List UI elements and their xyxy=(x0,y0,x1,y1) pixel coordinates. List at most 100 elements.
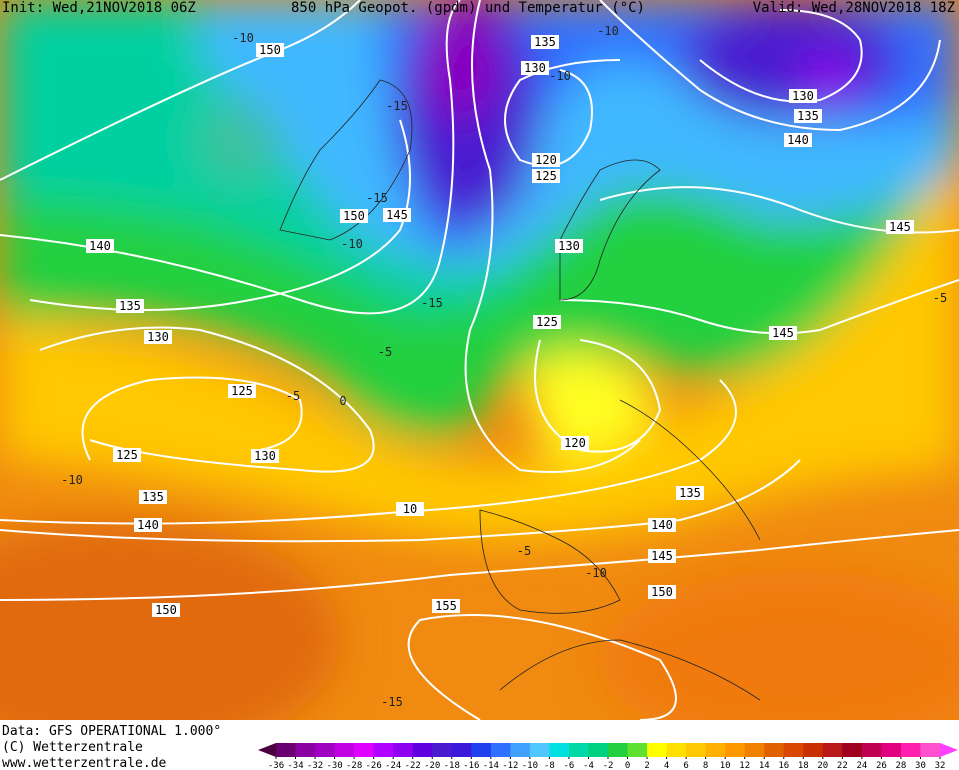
label-box xyxy=(769,326,797,340)
scale-tick-label: 22 xyxy=(837,761,848,770)
geopotential-label: 130 xyxy=(524,61,546,75)
geopotential-label: 135 xyxy=(119,299,141,313)
temperature-label: 0 xyxy=(339,394,346,408)
scale-bin xyxy=(686,743,707,757)
map-title: 850 hPa Geopot. (gpdm) und Temperatur (°… xyxy=(291,0,645,16)
scale-bin xyxy=(647,743,668,757)
scale-bin xyxy=(900,743,921,757)
scale-bin xyxy=(295,743,316,757)
label-box xyxy=(251,449,279,463)
label-box xyxy=(531,35,559,49)
geopotential-label: 10 xyxy=(403,502,417,516)
scale-tick-label: 6 xyxy=(683,761,688,770)
scale-tick-label: 2 xyxy=(644,761,649,770)
geopotential-label: 130 xyxy=(558,239,580,253)
label-box xyxy=(228,384,256,398)
copyright: (C) Wetterzentrale xyxy=(2,740,143,755)
label-box xyxy=(134,518,162,532)
geopotential-label: 125 xyxy=(536,315,558,329)
scale-tick-label: 32 xyxy=(935,761,946,770)
temperature-label: -5 xyxy=(286,389,300,403)
scale-bin xyxy=(861,743,882,757)
label-box xyxy=(532,169,560,183)
scale-tick-label: -10 xyxy=(522,761,538,770)
label-box xyxy=(152,603,180,617)
temperature-label: -15 xyxy=(386,99,408,113)
temperature-label: -10 xyxy=(585,566,607,580)
scale-tick-label: 14 xyxy=(759,761,770,770)
scale-arrow-low xyxy=(258,743,276,757)
geopotential-label: 120 xyxy=(564,436,586,450)
scale-tick-label: 28 xyxy=(896,761,907,770)
geopotential-label: 130 xyxy=(792,89,814,103)
scale-tick-label: 20 xyxy=(817,761,828,770)
temperature-label: -15 xyxy=(421,296,443,310)
scale-bin xyxy=(373,743,394,757)
scale-tick-label: -30 xyxy=(326,761,342,770)
scale-tick-label: -22 xyxy=(405,761,421,770)
geopotential-label: 125 xyxy=(535,169,557,183)
geopotential-label: 135 xyxy=(534,35,556,49)
label-box xyxy=(340,209,368,223)
label-box xyxy=(886,220,914,234)
scale-arrow-high xyxy=(940,743,958,757)
scale-tick-label: -12 xyxy=(502,761,518,770)
scale-bin xyxy=(315,743,336,757)
scale-tick-label: -14 xyxy=(483,761,499,770)
scale-bin xyxy=(666,743,687,757)
scale-tick-label: -8 xyxy=(544,761,555,770)
label-box xyxy=(139,490,167,504)
label-box xyxy=(521,61,549,75)
data-source: Data: GFS OPERATIONAL 1.000° xyxy=(2,724,221,739)
scale-tick-label: -24 xyxy=(385,761,401,770)
scale-tick-label: -18 xyxy=(444,761,460,770)
scale-tick-label: -2 xyxy=(603,761,614,770)
label-box xyxy=(86,239,114,253)
scale-bin xyxy=(490,743,511,757)
scale-bin xyxy=(529,743,550,757)
geopotential-label: 145 xyxy=(651,549,673,563)
geopotential-label: 135 xyxy=(679,486,701,500)
scale-tick-label: -28 xyxy=(346,761,362,770)
scale-tick-label: 0 xyxy=(625,761,630,770)
scale-bin xyxy=(276,743,297,757)
scale-tick-label: 24 xyxy=(856,761,867,770)
temperature-label: -15 xyxy=(381,695,403,709)
valid-time: Valid: Wed,28NOV2018 18Z xyxy=(753,0,955,16)
scale-tick-label: -32 xyxy=(307,761,323,770)
temperature-label: -10 xyxy=(341,237,363,251)
scale-tick-label: -34 xyxy=(287,761,303,770)
label-box xyxy=(113,448,141,462)
temperature-label: -5 xyxy=(378,345,392,359)
geopotential-label: 150 xyxy=(651,585,673,599)
scale-bin xyxy=(881,743,902,757)
scale-tick-label: 8 xyxy=(703,761,708,770)
geopotential-label: 155 xyxy=(435,599,457,613)
scale-bin xyxy=(744,743,765,757)
geopotential-label: 150 xyxy=(259,43,281,57)
scale-bin xyxy=(549,743,570,757)
geopotential-label: 135 xyxy=(142,490,164,504)
geopotential-label: 120 xyxy=(535,153,557,167)
geopotential-label: 145 xyxy=(386,208,408,222)
label-box xyxy=(432,599,460,613)
scale-tick-label: 16 xyxy=(778,761,789,770)
scale-bin xyxy=(354,743,375,757)
scale-tick-label: -4 xyxy=(583,761,594,770)
label-box xyxy=(116,299,144,313)
scale-bin xyxy=(725,743,746,757)
temperature-label: -5 xyxy=(933,291,947,305)
geopotential-label: 145 xyxy=(889,220,911,234)
scale-bin xyxy=(334,743,355,757)
geopotential-label: 130 xyxy=(254,449,276,463)
scale-bin xyxy=(412,743,433,757)
label-box xyxy=(648,549,676,563)
label-box xyxy=(256,43,284,57)
scale-bin xyxy=(705,743,726,757)
scale-tick-label: 30 xyxy=(915,761,926,770)
scale-bin xyxy=(393,743,414,757)
label-box xyxy=(144,330,172,344)
geopotential-label: 140 xyxy=(787,133,809,147)
